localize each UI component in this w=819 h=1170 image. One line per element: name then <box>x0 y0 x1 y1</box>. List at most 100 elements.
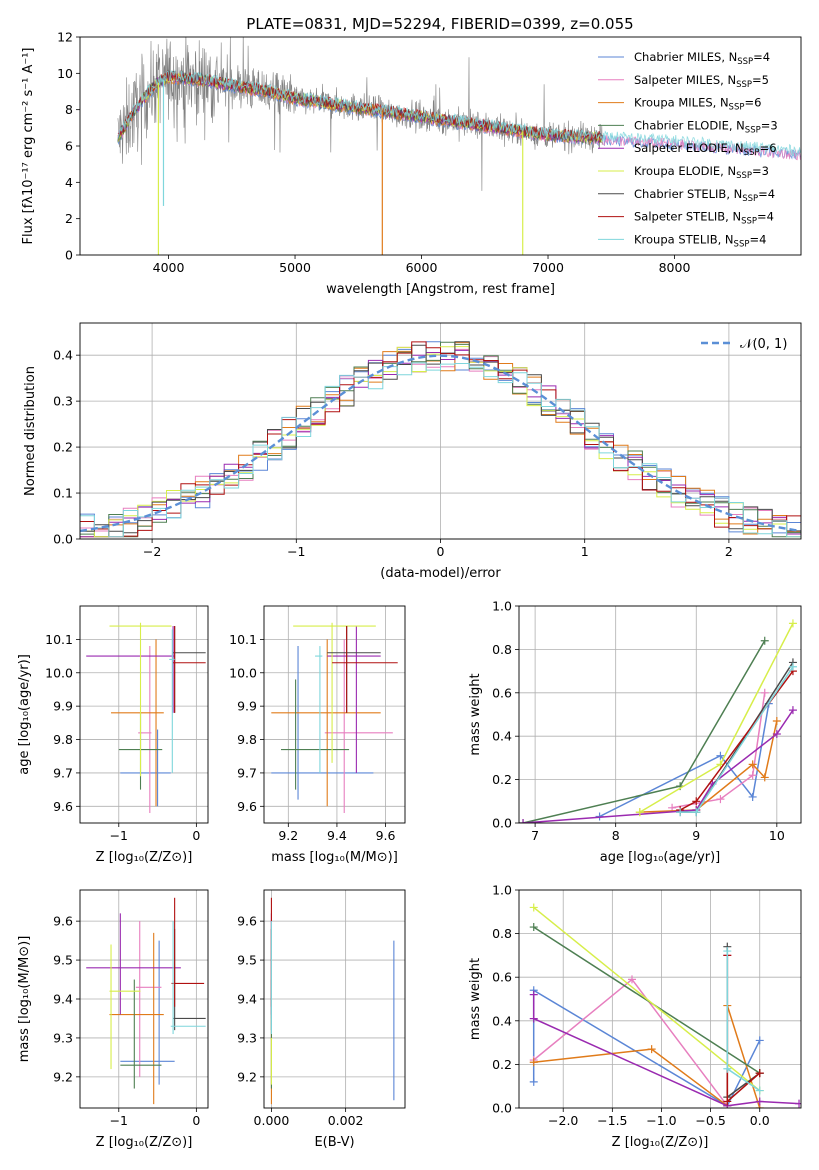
series-marker-9 <box>676 808 685 817</box>
y-tick-label: 0.8 <box>492 642 512 657</box>
legend-subscript: SSP <box>729 103 745 113</box>
y-tick-label: 9.6 <box>53 799 73 814</box>
x-tick-label: 5000 <box>279 260 311 275</box>
y-tick-label: 0.0 <box>492 1101 512 1116</box>
massweight-vs-Z-axes: −2.0 −1.5 −1.0 −0.5 0.0 0.0 0.2 0.4 0.6 0.8 1.0 <box>492 883 801 1128</box>
spectrum-frame <box>79 36 802 256</box>
y-tick-label: 9.2 <box>237 1069 257 1084</box>
y-tick-label: 9.6 <box>237 914 257 929</box>
massweight-vs-age-frame <box>518 605 802 824</box>
legend-entry-5: Salpeter ELODIE, NSSP=6 <box>634 141 777 158</box>
residuals-plot <box>80 341 801 538</box>
massweight-vs-age-plot <box>519 619 797 823</box>
y-tick-label: 1.0 <box>492 883 512 898</box>
mass-vs-EBV-axes: 0.000 0.002 9.2 9.3 9.4 9.5 9.6 <box>237 890 405 1128</box>
massweight-vs-age-xlabel: age [log₁₀(age/yr)] <box>600 850 721 865</box>
y-tick-label: 0.2 <box>492 1057 512 1072</box>
histogram-step-9 <box>80 362 801 538</box>
x-tick-label: 4000 <box>153 260 185 275</box>
series-marker-3 <box>772 717 781 726</box>
x-tick-label: 0.002 <box>328 1113 364 1128</box>
x-tick-label: 0 <box>192 1113 200 1128</box>
series-marker-5 <box>755 1097 764 1106</box>
series-marker-9 <box>755 1086 764 1095</box>
massweight-vs-Z-frame <box>518 889 802 1109</box>
y-tick-label: 4 <box>65 175 73 190</box>
x-tick-label: −1 <box>110 1113 128 1128</box>
series-marker-2 <box>627 975 636 984</box>
legend-text: Chabrier MILES, N <box>634 50 737 64</box>
y-tick-label: 0.6 <box>492 685 512 700</box>
x-tick-label: 7000 <box>532 260 564 275</box>
y-tick-label: 9.8 <box>237 732 257 747</box>
y-tick-label: 9.2 <box>53 1069 73 1084</box>
series-marker-5 <box>519 819 528 823</box>
y-tick-label: 9.6 <box>237 799 257 814</box>
massweight-vs-Z-plot <box>529 903 801 1108</box>
y-tick-label: 9.9 <box>53 699 73 714</box>
series-marker-2 <box>760 688 769 697</box>
x-tick-label: 8000 <box>659 260 691 275</box>
legend-entry-4: Chabrier ELODIE, NSSP=3 <box>634 118 778 135</box>
series-marker-6 <box>788 619 797 628</box>
legend-entry-1: Chabrier MILES, NSSP=4 <box>634 50 770 67</box>
legend-tail: =4 <box>757 210 774 224</box>
histogram-step-7 <box>80 341 801 534</box>
x-tick-label: −0.5 <box>695 1113 725 1128</box>
legend-subscript: SSP <box>741 217 757 227</box>
age-vs-Z-axes: −1 0 9.6 9.7 9.8 9.9 10.0 10.1 <box>45 606 208 843</box>
legend-subscript: SSP <box>744 148 760 158</box>
series-marker-8 <box>723 1097 732 1106</box>
x-tick-label: 1 <box>581 544 589 559</box>
spectrum-xlabel: wavelength [Angstrom, rest frame] <box>326 282 555 297</box>
age-vs-mass-plot <box>271 622 398 813</box>
legend-tail: =4 <box>749 232 766 246</box>
mass-vs-Z-frame <box>79 889 209 1109</box>
age-vs-mass-frame <box>263 605 406 824</box>
series-marker-5 <box>529 1014 538 1023</box>
reference-legend-label: 𝒩(0, 1) <box>740 337 787 352</box>
y-tick-label: 8 <box>65 102 73 117</box>
x-tick-label: 0 <box>192 828 200 843</box>
spectrum-ylabel: Flux [fλ10⁻¹⁷ erg cm⁻² s⁻¹ A⁻¹] <box>21 48 36 245</box>
series-marker-9 <box>723 1064 732 1073</box>
y-tick-label: 0.2 <box>492 772 512 787</box>
age-vs-Z-xlabel: Z [log₁₀(Z/Z⊙)] <box>96 850 193 865</box>
y-tick-label: 2 <box>65 211 73 226</box>
legend-text: Salpeter MILES, N <box>634 73 736 87</box>
legend-entry-2: Salpeter MILES, NSSP=5 <box>634 73 769 90</box>
mass-vs-Z-axes: −1 0 9.2 9.3 9.4 9.5 9.6 <box>53 890 208 1128</box>
legend-tail: =6 <box>760 141 777 155</box>
x-tick-label: 2 <box>725 544 733 559</box>
series-marker-8 <box>692 797 701 806</box>
mass-vs-EBV-frame <box>263 889 406 1109</box>
legend-text: Chabrier ELODIE, N <box>634 118 745 132</box>
x-tick-label: 6000 <box>406 260 438 275</box>
x-tick-label: −1.5 <box>597 1113 627 1128</box>
y-tick-label: 10.1 <box>229 632 257 647</box>
residuals-frame <box>79 322 802 540</box>
y-tick-label: 0.8 <box>492 926 512 941</box>
series-marker-1 <box>529 1077 538 1086</box>
legend-entry-3: Kroupa MILES, NSSP=6 <box>634 96 761 113</box>
x-tick-label: 9.2 <box>278 828 298 843</box>
x-tick-label: 0.000 <box>254 1113 290 1128</box>
y-tick-label: 0.1 <box>53 486 73 501</box>
x-tick-label: 0 <box>437 544 445 559</box>
normal-reference-curve <box>80 354 801 533</box>
y-tick-label: 9.7 <box>53 765 73 780</box>
residuals-ylabel: Normed distribution <box>23 366 38 496</box>
age-vs-Z-frame <box>79 605 209 824</box>
legend-entry-9: Kroupa STELIB, NSSP=4 <box>634 232 766 249</box>
legend-tail: =4 <box>753 50 770 64</box>
legend-text: Chabrier STELIB, N <box>634 187 742 201</box>
y-tick-label: 9.8 <box>53 732 73 747</box>
y-tick-label: 10 <box>57 66 73 81</box>
legend-subscript: SSP <box>736 171 752 181</box>
y-tick-label: 0.0 <box>492 816 512 831</box>
x-tick-label: 9.6 <box>376 828 396 843</box>
y-tick-label: 0 <box>65 248 73 263</box>
massweight-vs-age-axes: 7 8 9 10 0.0 0.2 0.4 0.6 0.8 1.0 <box>492 599 801 843</box>
x-tick-label: 8 <box>612 828 620 843</box>
